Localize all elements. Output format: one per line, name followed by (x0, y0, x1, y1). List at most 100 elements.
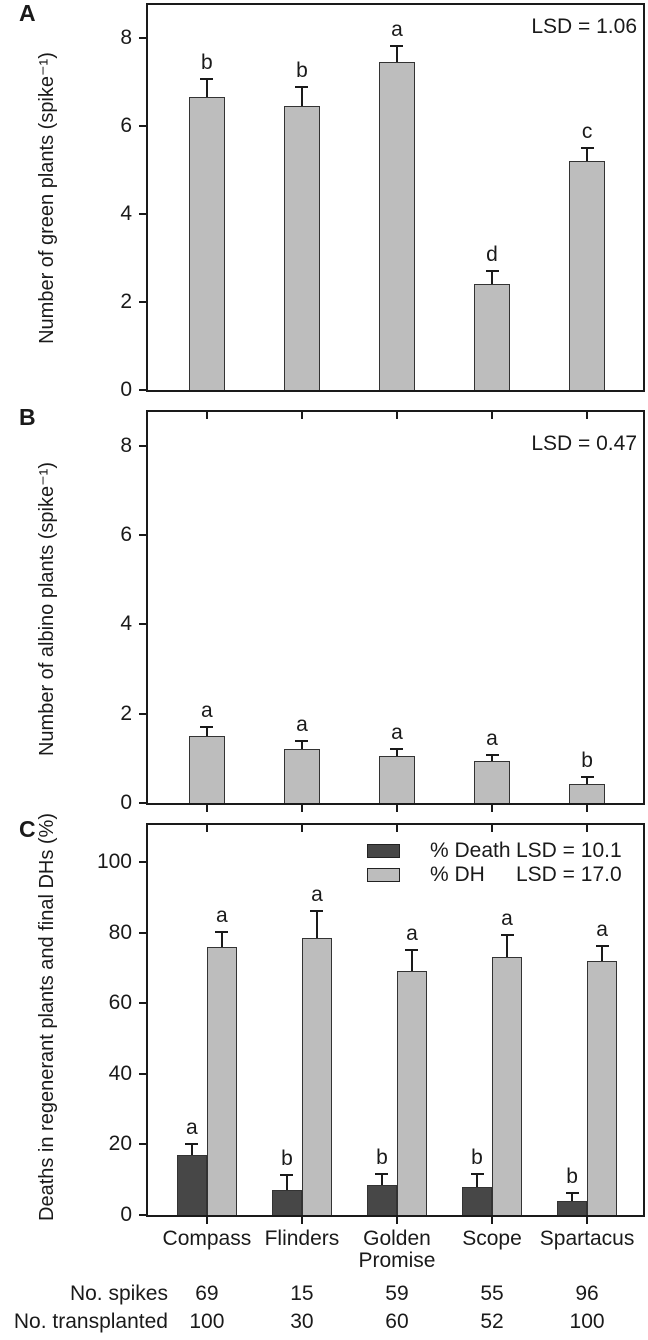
y-tick-label: 0 (120, 378, 132, 401)
y-tick (139, 712, 146, 715)
y-tick-label: 6 (120, 114, 132, 137)
y-tick-label: 8 (120, 26, 132, 49)
x-tick-bottom (491, 1217, 494, 1224)
category-label-compass: Compass (162, 1227, 252, 1250)
error-bar-cap-compass-panel-b (200, 726, 214, 729)
y-tick (139, 1072, 146, 1075)
sig-letter-golden-promise-panel-a: a (391, 17, 403, 41)
error-bar-cap-compass-panel-a (200, 77, 214, 80)
bar-spartacus-panel-a (569, 161, 606, 390)
error-bar-flinders--death (285, 1174, 288, 1191)
panel-letter-b: B (19, 404, 36, 430)
sig-letter-compass-panel-b: a (201, 699, 213, 723)
error-bar-cap-spartacus-panel-b (580, 776, 594, 779)
error-bar-scope--dh (506, 934, 509, 958)
legend-swatch-death (367, 844, 400, 858)
x-tick-bottom (586, 805, 589, 812)
panel-letter-a: A (19, 0, 36, 26)
bar-scope-panel-b (474, 760, 511, 803)
y-tick-label: 4 (120, 202, 132, 225)
error-bar-cap-golden-promise--death (375, 1172, 389, 1175)
x-tick-top (300, 825, 303, 832)
footer-value-no-transplanted-golden-promise: 60 (385, 1310, 409, 1333)
x-tick-bottom (491, 805, 494, 812)
panel-letter-c: C (19, 816, 36, 842)
y-tick-label: 8 (120, 433, 132, 457)
error-bar-scope--death (476, 1172, 479, 1187)
row-label-no-spikes: No. spikes (69, 1282, 168, 1305)
x-tick-bottom (395, 1217, 398, 1224)
y-tick-label: 2 (120, 290, 132, 313)
error-bar-cap-spartacus--dh (595, 945, 609, 947)
sig-letter-compass--death: a (186, 1115, 198, 1139)
error-bar-compass--death (190, 1142, 193, 1155)
x-tick-bottom (205, 805, 208, 812)
error-bar-flinders--dh (315, 909, 318, 938)
footer-value-no-transplanted-scope: 52 (480, 1310, 504, 1333)
error-bar-compass-panel-a (205, 77, 208, 98)
y-tick (139, 861, 146, 864)
legend-swatch-dh (367, 868, 400, 882)
footer-value-no-spikes-scope: 55 (480, 1282, 504, 1305)
x-tick-top (205, 412, 208, 419)
x-tick-top (205, 825, 208, 832)
lsd-annotation-panel-b: LSD = 0.47 (531, 432, 637, 455)
error-bar-golden-promise-panel-b (395, 748, 398, 757)
footer-value-no-transplanted-flinders: 30 (290, 1310, 314, 1333)
x-tick-top (395, 412, 398, 419)
x-tick-bottom (395, 805, 398, 812)
y-tick-label: 80 (108, 920, 132, 944)
error-bar-compass-panel-b (205, 726, 208, 736)
sig-letter-spartacus-panel-b: b (581, 749, 593, 773)
y-tick-label: 100 (96, 850, 132, 874)
y-axis-label-deaths-dhs: Deaths in regenerant plants and final DH… (36, 813, 58, 1221)
bar-compass-panel-a (188, 97, 225, 390)
x-tick-bottom (586, 1217, 589, 1224)
footer-value-no-transplanted-spartacus: 100 (569, 1310, 605, 1333)
bar-spartacus--dh (587, 960, 618, 1215)
error-bar-cap-scope--dh (500, 934, 514, 937)
y-tick-label: 2 (120, 701, 132, 725)
row-label-no-transplanted: No. transplanted (13, 1310, 168, 1333)
error-bar-cap-golden-promise--dh (405, 948, 419, 951)
y-tick (139, 533, 146, 536)
y-tick (139, 931, 146, 934)
lsd-annotation-death: LSD = 10.1 (516, 839, 622, 862)
bar-compass--dh (206, 946, 237, 1215)
bar-golden-promise--dh (396, 971, 427, 1215)
y-axis-label-albino-plants: Number of albino plants (spike⁻¹) (36, 462, 58, 757)
x-tick-top (395, 825, 398, 832)
error-bar-cap-flinders--dh (310, 909, 324, 912)
y-tick (139, 802, 146, 804)
bar-flinders-panel-b (283, 749, 320, 803)
bar-spartacus-panel-b (569, 784, 606, 803)
sig-letter-spartacus--death: b (566, 1165, 578, 1189)
y-tick (139, 1143, 146, 1146)
y-tick-label: 60 (108, 991, 132, 1015)
error-bar-flinders-panel-a (300, 86, 303, 107)
y-tick-label: 0 (120, 791, 132, 814)
error-bar-cap-flinders--death (280, 1174, 294, 1177)
footer-value-no-spikes-spartacus: 96 (575, 1282, 599, 1305)
sig-letter-flinders--dh: a (311, 882, 323, 906)
error-bar-golden-promise--dh (410, 948, 413, 972)
y-tick (139, 1002, 146, 1005)
error-bar-scope-panel-b (491, 753, 494, 761)
x-tick-top (300, 412, 303, 419)
error-bar-cap-compass--death (185, 1142, 199, 1145)
category-label-scope: Scope (462, 1227, 522, 1250)
error-bar-cap-scope--death (470, 1172, 484, 1175)
lsd-annotation-dh: LSD = 17.0 (516, 863, 622, 886)
y-tick-label: 6 (120, 522, 132, 546)
error-bar-golden-promise-panel-a (395, 44, 398, 63)
y-tick (139, 213, 146, 215)
sig-letter-golden-promise-panel-b: a (391, 721, 403, 745)
y-tick-label: 40 (108, 1061, 132, 1085)
error-bar-spartacus-panel-b (586, 776, 589, 785)
error-bar-cap-scope-panel-a (485, 270, 499, 273)
error-bar-cap-golden-promise-panel-a (390, 44, 404, 47)
bar-compass-panel-b (188, 735, 225, 803)
error-bar-spartacus--death (571, 1192, 574, 1201)
bar-scope--dh (492, 957, 523, 1215)
